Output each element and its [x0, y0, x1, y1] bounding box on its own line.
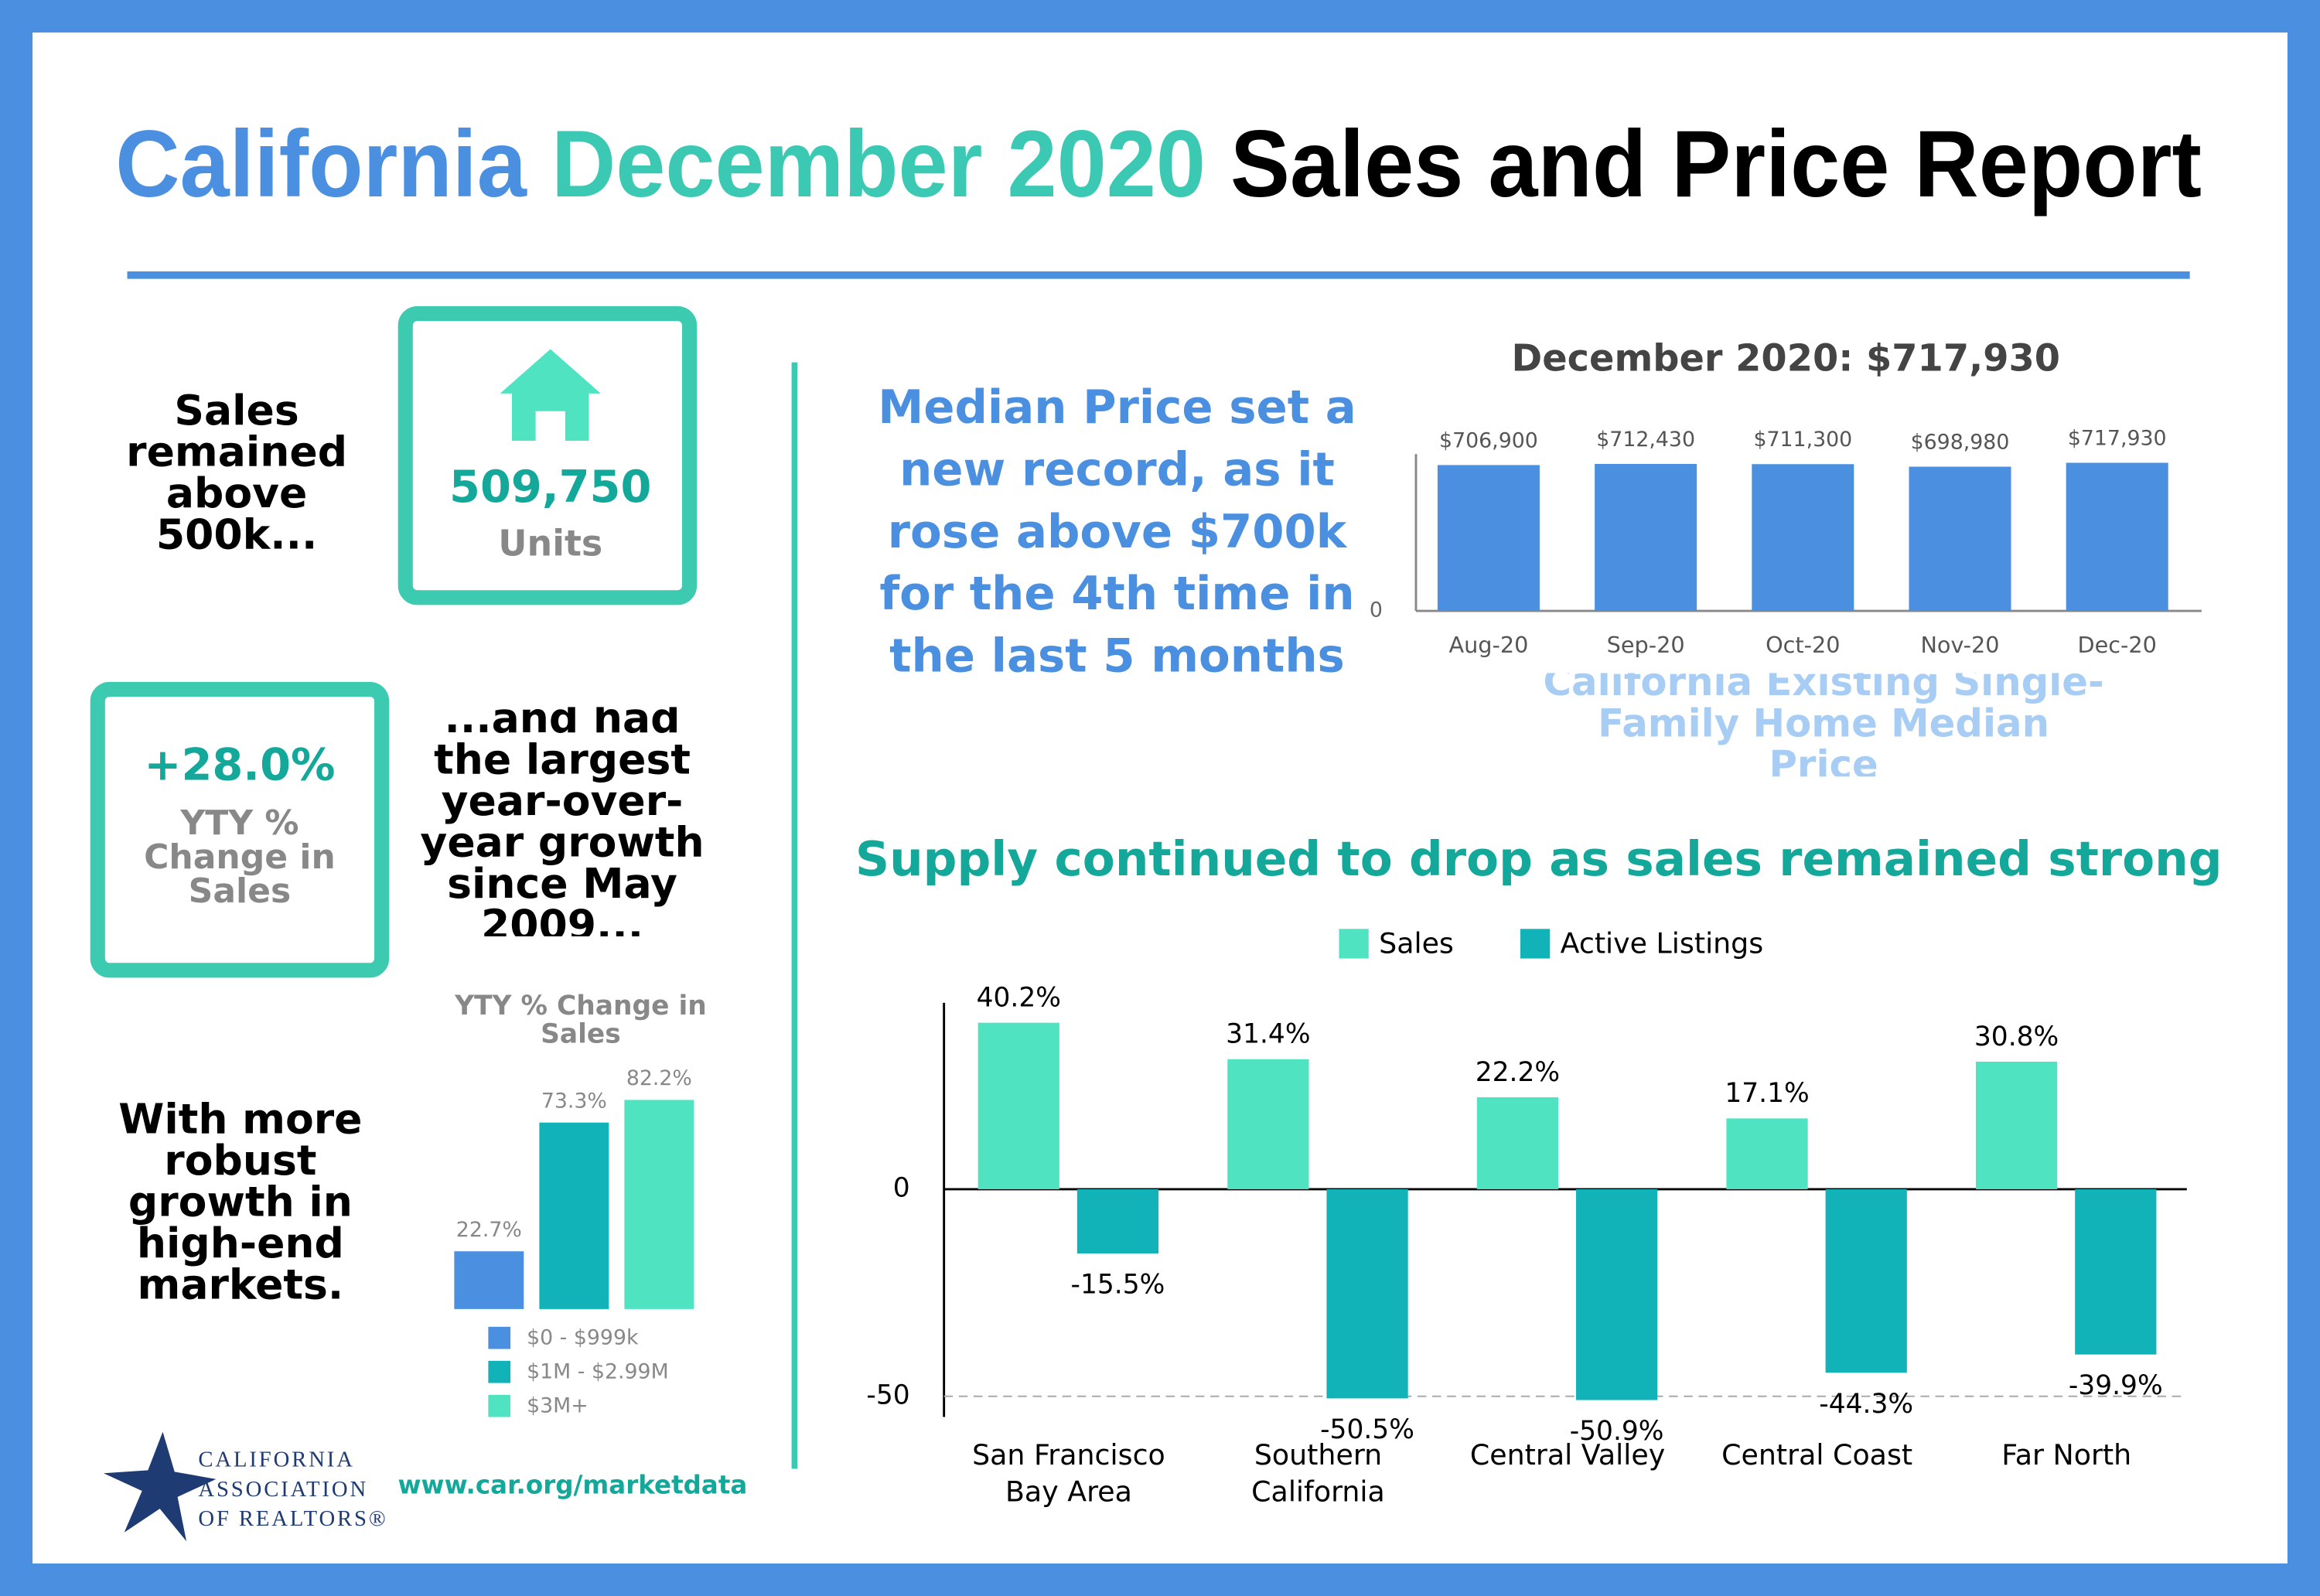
y-tick-label: 0	[1370, 598, 1383, 622]
legend-swatch	[488, 1394, 511, 1417]
x-tick-label-box: San Francisco Bay Area	[972, 1439, 1165, 1509]
x-tick-label-box: Far North	[2001, 1439, 2132, 1472]
x-tick-label: Far North	[2001, 1439, 2132, 1472]
bar	[2075, 1188, 2157, 1355]
sales-note: Sales remained above 500k...	[126, 386, 348, 560]
title-part: December 2020	[551, 111, 1206, 217]
bar	[1975, 1061, 2058, 1189]
value-label: -15.5%	[1071, 1270, 1165, 1301]
highend-note-box: With more robust growth in high-end mark…	[118, 1093, 363, 1308]
x-tick-label: Nov-20	[1920, 632, 1999, 658]
bar	[539, 1122, 609, 1309]
x-tick-label: Southern California	[1251, 1439, 1385, 1509]
x-tick-label: Dec-20	[2077, 632, 2156, 658]
x-axis-label: California Existing Single-Family Home M…	[1543, 673, 2104, 777]
value-label: 40.2%	[977, 983, 1061, 1014]
value-label: $711,300	[1753, 428, 1852, 452]
legend-swatch	[1339, 929, 1369, 959]
value-label: 30.8%	[1974, 1021, 2059, 1052]
legend-label: Active Listings	[1561, 926, 1764, 960]
growth-note: ...and had the largest year-over-year gr…	[420, 707, 705, 936]
legend-swatch	[488, 1360, 511, 1383]
value-label: 82.2%	[626, 1066, 692, 1090]
value-label: $712,430	[1596, 428, 1695, 452]
yty-value: +28.0%	[144, 738, 335, 790]
legend-label: $0 - $999k	[527, 1326, 639, 1350]
legend-label: Sales	[1379, 926, 1454, 960]
logo-text: ASSOCIATION	[198, 1477, 368, 1502]
x-tick-label-box: Central Valley	[1469, 1439, 1666, 1472]
value-label: $698,980	[1911, 430, 2010, 454]
median-note-box: Median Price set a new record, as it ros…	[878, 381, 1356, 684]
legend-swatch	[1520, 929, 1551, 959]
x-tick-label: San Francisco Bay Area	[972, 1439, 1165, 1509]
chart-title: YTY % Change in Sales	[455, 991, 707, 1051]
footer-url: www.car.org/marketdata	[398, 1470, 748, 1499]
value-label: 73.3%	[541, 1089, 607, 1113]
title-part: Sales and Price Report	[1230, 111, 2202, 217]
value-label: 17.1%	[1725, 1078, 1809, 1109]
page-title: California December 2020 Sales and Price…	[115, 111, 2202, 217]
growth-note-box: ...and had the largest year-over-year gr…	[420, 707, 705, 936]
x-tick-label: Sep-20	[1607, 632, 1685, 658]
x-axis-label-box: California Existing Single-Family Home M…	[1543, 673, 2104, 777]
logo-text: CALIFORNIA	[198, 1448, 354, 1472]
bar	[454, 1251, 524, 1309]
units-value: 509,750	[449, 461, 651, 513]
bar	[1909, 466, 2011, 612]
value-label: -44.3%	[1819, 1389, 1913, 1420]
bar	[1726, 1118, 1808, 1189]
value-label: -50.9%	[1570, 1416, 1664, 1447]
units-box	[397, 305, 698, 605]
value-label: $706,900	[1439, 428, 1538, 452]
value-label: -50.5%	[1320, 1414, 1414, 1445]
bar	[1825, 1188, 1907, 1373]
x-tick-label: Central Coast	[1721, 1439, 1913, 1472]
chart-title: December 2020: $717,930	[1512, 338, 2061, 380]
bar	[1437, 465, 1540, 612]
canvas	[32, 32, 2288, 1564]
x-tick-label-box: Central Coast	[1721, 1439, 1913, 1472]
bar	[1326, 1188, 1408, 1399]
value-label: $717,930	[2068, 426, 2167, 450]
y-tick-label: -50	[866, 1379, 909, 1410]
legend-label: $3M+	[527, 1394, 589, 1418]
x-tick-label: Aug-20	[1448, 632, 1528, 658]
legend-swatch	[488, 1326, 511, 1349]
value-label: 22.7%	[456, 1218, 522, 1242]
bar	[2066, 462, 2168, 612]
highend-note: With more robust growth in high-end mark…	[118, 1093, 363, 1308]
chart-title: Supply continued to drop as sales remain…	[855, 832, 2223, 887]
bar	[1476, 1097, 1559, 1189]
bar	[977, 1022, 1059, 1189]
legend-label: $1M - $2.99M	[527, 1360, 669, 1384]
title-part: California	[115, 111, 527, 217]
logo-mark	[103, 1431, 217, 1542]
bar	[1227, 1059, 1309, 1189]
bar	[1752, 464, 1854, 612]
bar	[624, 1100, 694, 1309]
value-label: -39.9%	[2069, 1370, 2163, 1401]
yty-label-box: YTY % Change in Sales	[144, 803, 336, 911]
logo-text: OF REALTORS®	[198, 1506, 387, 1531]
units-label: Units	[498, 522, 602, 564]
x-tick-label-box: Southern California	[1251, 1439, 1385, 1509]
value-label: 31.4%	[1226, 1019, 1310, 1050]
yty-label: YTY % Change in Sales	[144, 803, 336, 911]
x-tick-label: Central Valley	[1469, 1439, 1666, 1472]
house-icon	[500, 349, 601, 442]
bar	[1595, 463, 1697, 612]
sales-note-box: Sales remained above 500k...	[126, 386, 348, 560]
bar	[1576, 1188, 1658, 1400]
median-note: Median Price set a new record, as it ros…	[878, 381, 1356, 684]
value-label: 22.2%	[1476, 1057, 1560, 1088]
x-tick-label: Oct-20	[1766, 632, 1840, 658]
y-tick-label: 0	[893, 1172, 910, 1203]
yty-box	[90, 681, 390, 978]
chart-title-box: YTY % Change in Sales	[455, 991, 707, 1051]
bar	[1076, 1188, 1159, 1253]
